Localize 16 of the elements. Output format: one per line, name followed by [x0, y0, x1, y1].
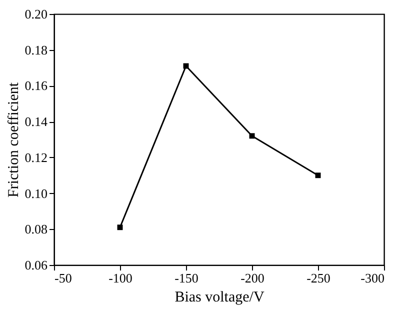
y-tick-label: 0.06: [24, 258, 48, 272]
y-tick-label: 0.12: [24, 150, 48, 165]
x-tick-label: -300: [360, 270, 384, 286]
y-tick-label: 0.14: [24, 114, 48, 130]
y-tick-label: 0.18: [24, 42, 48, 58]
x-tick-label: -50: [54, 270, 72, 286]
x-tick-label: -100: [108, 270, 132, 286]
x-tick-label: -200: [240, 270, 264, 286]
y-axis-title: Friction coefficient: [6, 82, 22, 198]
x-tick-label: -150: [174, 270, 198, 286]
x-axis-title: Bias voltage/V: [174, 290, 264, 306]
y-tick-label: 0.20: [24, 6, 48, 22]
x-tick-label: -250: [306, 270, 330, 286]
y-tick-label: 0.16: [24, 78, 48, 94]
y-tick-label: 0.08: [24, 222, 48, 237]
y-tick-label: 0.10: [24, 186, 48, 201]
